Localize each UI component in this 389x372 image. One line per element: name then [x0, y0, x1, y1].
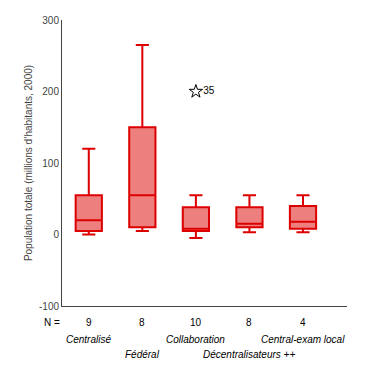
svg-text:9: 9 — [86, 317, 92, 328]
svg-text:N =: N = — [44, 317, 60, 328]
svg-text:0: 0 — [53, 229, 59, 240]
svg-text:300: 300 — [42, 15, 59, 26]
svg-text:4: 4 — [300, 317, 306, 328]
svg-text:Fédéral: Fédéral — [125, 349, 160, 360]
svg-text:200: 200 — [42, 86, 59, 97]
svg-text:8: 8 — [246, 317, 252, 328]
svg-text:Décentralisateurs ++: Décentralisateurs ++ — [203, 349, 295, 360]
svg-text:Centralisé: Centralisé — [66, 334, 111, 345]
svg-text:10: 10 — [190, 317, 202, 328]
svg-text:-100: -100 — [39, 301, 59, 312]
svg-text:100: 100 — [42, 158, 59, 169]
svg-text:8: 8 — [139, 317, 145, 328]
svg-text:Collaboration: Collaboration — [166, 334, 225, 345]
svg-text:Central-exam local: Central-exam local — [261, 334, 345, 345]
svg-text:Population totale (millions d’: Population totale (millions d’habitants,… — [23, 65, 34, 261]
svg-text:35: 35 — [203, 85, 215, 96]
